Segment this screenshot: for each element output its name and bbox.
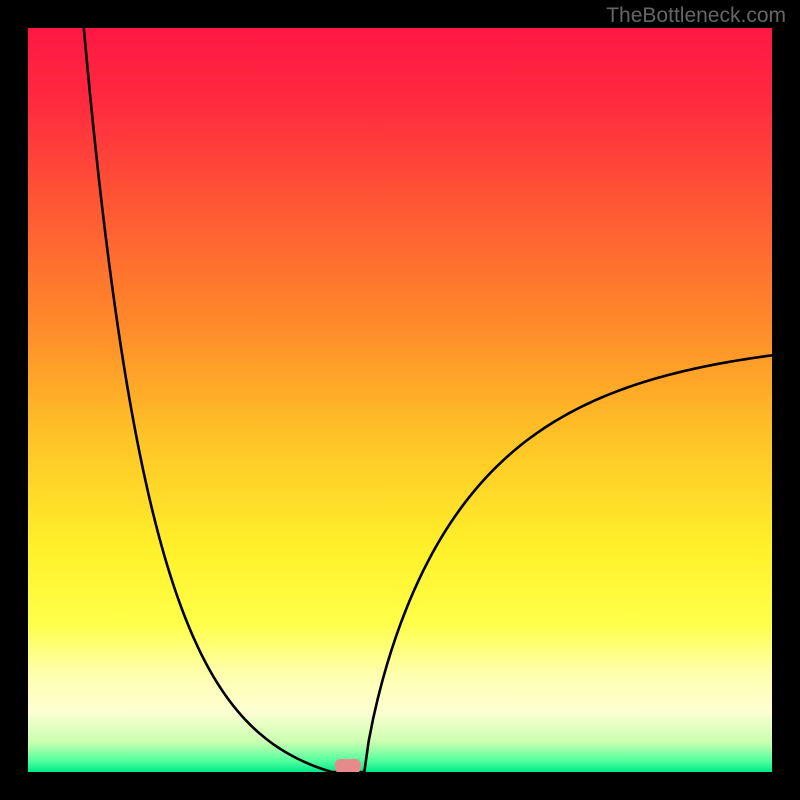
gradient-background xyxy=(28,28,772,772)
bottleneck-curve-chart xyxy=(28,28,772,772)
plot-area xyxy=(28,28,772,772)
watermark-text: TheBottleneck.com xyxy=(606,4,786,28)
figure-root: TheBottleneck.com xyxy=(0,0,800,800)
optimal-point-marker xyxy=(335,759,361,772)
